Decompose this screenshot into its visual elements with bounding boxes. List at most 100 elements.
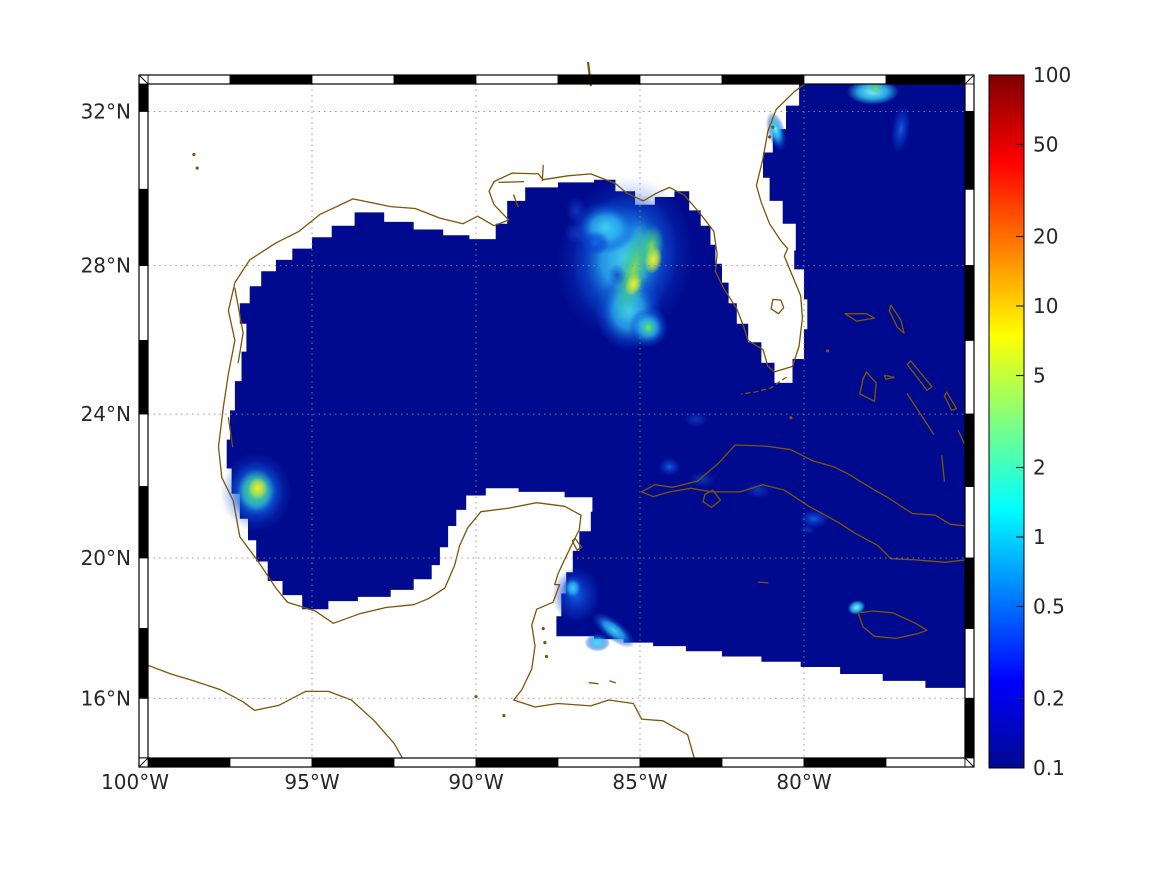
frame-segment-right-7 — [964, 557, 975, 629]
coastline-texas-lake-b — [195, 166, 199, 170]
coastline-new-providence — [883, 374, 895, 380]
coastline-guatemala-lake-a — [502, 714, 506, 718]
field-blob-w-fla-peak-2 — [624, 272, 642, 297]
frame-segment-bottom-2 — [311, 757, 395, 768]
frame-segment-right-4 — [964, 340, 975, 415]
frame-segment-left-6 — [138, 486, 149, 559]
lat-tick-label-32: 32°N — [81, 100, 131, 124]
frame-inner-edge — [147, 83, 966, 759]
coastline-exuma-chain — [906, 393, 935, 435]
coastline-florida-keys — [741, 376, 787, 395]
axis-labels: 32°N 28°N 24°N 20°N 16°N 100°W 95°W 90°W 85°W 80°… — [81, 100, 832, 795]
field-blob-cuba-n — [683, 411, 708, 428]
coastline-bimini — [826, 349, 830, 353]
coastline-layer — [148, 84, 965, 758]
frame-segment-left-8 — [138, 628, 149, 699]
field-blob-georgia-streak-core — [770, 119, 781, 139]
coastline-ragged-islands — [941, 455, 946, 482]
field-blob-cuba-s-b — [745, 482, 772, 499]
frame-segment-right-3 — [964, 265, 975, 341]
field-blob-ne-gulf-b — [564, 223, 588, 244]
frame-segment-bottom-1 — [229, 757, 313, 768]
frame-segment-right-6 — [964, 486, 975, 559]
frame-segment-top-6 — [639, 74, 723, 85]
frame-segment-right-1 — [964, 111, 975, 190]
field-blob-belize-low — [584, 633, 611, 652]
frame-segment-bottom-0 — [147, 757, 231, 768]
frame-segment-top-7 — [721, 74, 805, 85]
frame-outer-edge — [138, 74, 975, 768]
coastline-abaco — [888, 304, 905, 334]
frame-segment-left-2 — [138, 188, 149, 266]
coastline-pacific-coast — [148, 664, 403, 758]
frame-segment-bottom-6 — [639, 757, 723, 768]
coastline-georgia-islet-b — [771, 125, 775, 129]
frame-segment-left-9 — [138, 697, 149, 759]
frame-segment-right-2 — [964, 188, 975, 266]
frame-segment-left-7 — [138, 557, 149, 629]
coastline-gulf-atlantic-mainland — [217, 84, 806, 758]
frame-segment-top-0 — [147, 74, 231, 85]
coastline-texas-lake-a — [192, 152, 196, 157]
colorbar-bar — [988, 74, 1025, 769]
frame-segment-top-9 — [885, 74, 966, 85]
frame-segment-right-5 — [964, 413, 975, 487]
lat-tick-label-16: 16°N — [81, 686, 131, 710]
frame-segment-right-9 — [964, 697, 975, 759]
frame-segment-top-8 — [803, 74, 887, 85]
field-blob-cuba-se — [798, 509, 829, 528]
lat-tick-label-28: 28°N — [81, 254, 131, 278]
frame-segment-bottom-9 — [885, 757, 966, 768]
frame-segment-top-2 — [311, 74, 395, 85]
coastline-laguna-madre — [234, 287, 244, 364]
frame-segment-left-3 — [138, 265, 149, 341]
frame-segment-right-8 — [964, 628, 975, 699]
frame-bevel-2 — [138, 757, 149, 768]
coastline-isla-juventud — [702, 489, 722, 509]
coastline-lake-okeechobee — [770, 298, 785, 315]
field-blob-atl-top-core — [868, 84, 883, 94]
lon-tick-label-100: 100°W — [101, 770, 169, 794]
coastline-cay-sal — [789, 416, 793, 420]
data-field-region — [226, 84, 965, 688]
coastline-georgia-islet-a — [768, 135, 772, 139]
coastline-long-island-bahamas — [957, 429, 965, 444]
field-anomaly-layer — [220, 84, 911, 652]
frame-bevel-1 — [964, 74, 975, 85]
coastline-cayman — [757, 581, 769, 584]
coastline-cat-island — [943, 391, 958, 412]
frame-segment-top-4 — [475, 74, 559, 85]
frame-segment-bottom-5 — [557, 757, 641, 768]
coastline-belize-cay-b — [543, 641, 547, 645]
field-blob-cuba-s-a — [689, 471, 716, 488]
coastline-jamaica — [857, 610, 928, 640]
colorbar-tick-label-20: 20 — [1033, 225, 1058, 249]
colorbar-tick-label-1: 1 — [1033, 525, 1046, 549]
coastline-eleuthera — [906, 360, 933, 391]
coastline-bay-islands-2 — [609, 680, 617, 684]
frame-segment-top-1 — [229, 74, 313, 85]
frame-segment-left-1 — [138, 111, 149, 190]
field-blob-w-fla-peak — [643, 246, 663, 274]
coastline-cozumel — [571, 537, 583, 551]
colorbar-tick-label-50: 50 — [1033, 133, 1058, 157]
frame-segment-left-0 — [138, 82, 149, 112]
colorbar-tick-label-5: 5 — [1033, 364, 1046, 388]
colorbar-tick-label-0.2: 0.2 — [1033, 687, 1065, 711]
colorbar-tick-label-0.5: 0.5 — [1033, 595, 1065, 619]
frame-segment-left-5 — [138, 413, 149, 487]
frame-bevel-0 — [138, 74, 149, 85]
field-blob-w-fla-west-spur — [581, 230, 610, 255]
lon-tick-label-90: 90°W — [448, 770, 503, 794]
field-blob-atl-top-mass — [846, 84, 899, 105]
frame-segment-top-5 — [557, 74, 641, 85]
colorbar: 100 50 20 10 5 2 1 0.5 0.2 0.1 — [988, 63, 1071, 780]
coastline-belize-cay-a — [541, 627, 545, 631]
coastline-bay-islands — [588, 682, 599, 685]
coastline-tamaulipas-lagoon — [227, 417, 234, 448]
field-blob-atl-streak — [891, 105, 911, 153]
field-blob-ne-gulf-a — [566, 196, 586, 225]
frame-bevel-3 — [964, 757, 975, 768]
